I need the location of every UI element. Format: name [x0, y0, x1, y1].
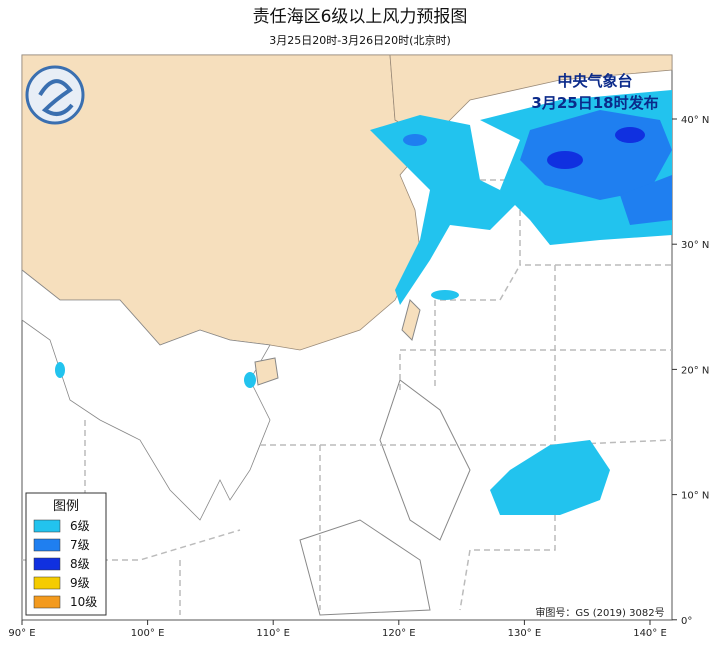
title: 责任海区6级以上风力预报图 — [253, 7, 468, 27]
borneo — [299, 519, 431, 616]
lon-label: 140° E — [633, 628, 667, 639]
approval-number: 审图号：GS (2019) 3082号 — [535, 606, 664, 619]
legend: 图例 6级 7级 8级 9级 10级 — [25, 492, 107, 616]
lon-label: 110° E — [256, 628, 290, 639]
issuer-name: 中央气象台 — [557, 72, 632, 90]
legend-swatch — [33, 595, 61, 609]
legend-label: 9级 — [70, 576, 90, 590]
legend-label: 7级 — [70, 538, 90, 552]
wind-areas-8 — [547, 127, 645, 169]
lat-label: 40° N — [681, 115, 709, 126]
lat-label: 20° N — [681, 365, 709, 376]
lat-label: 30° N — [681, 240, 709, 251]
legend-swatch — [33, 557, 61, 571]
legend-label: 6级 — [70, 519, 90, 533]
legend-swatch — [33, 538, 61, 552]
se-asia-land — [21, 269, 271, 521]
logo-mark — [38, 79, 74, 116]
legend-label: 10级 — [70, 595, 97, 609]
legend-title: 图例 — [53, 499, 79, 514]
philippines — [379, 379, 471, 541]
lat-label: 0° — [681, 616, 692, 627]
legend-swatch — [33, 576, 61, 590]
lat-label: 10° N — [681, 491, 709, 502]
axes: 90° E 100° E 110° E 120° E 130° E 140° E 40° N… — [8, 115, 709, 639]
lon-label: 100° E — [131, 628, 165, 639]
lon-label: 130° E — [508, 628, 542, 639]
legend-swatch — [33, 519, 61, 533]
taiwan — [401, 299, 421, 341]
hainan — [254, 357, 279, 386]
issue-time: 3月25日18时发布 — [531, 94, 658, 112]
lon-label: 120° E — [382, 628, 416, 639]
lon-label: 90° E — [8, 628, 35, 639]
legend-label: 8级 — [70, 557, 90, 571]
subtitle: 3月25日20时-3月26日20时(北京时) — [269, 33, 451, 47]
map: 中央气象台 3月25日18时发布 审图号：GS (2019) 3082号 — [21, 54, 673, 621]
legend-box — [25, 492, 107, 616]
